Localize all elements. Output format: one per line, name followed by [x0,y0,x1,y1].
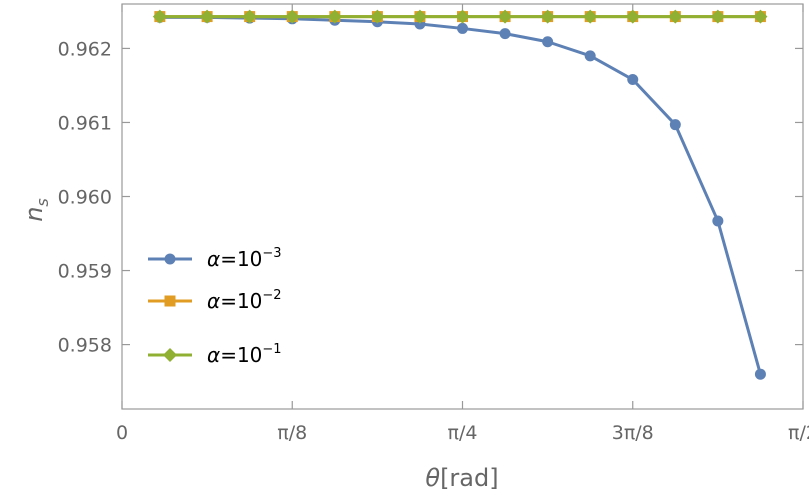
legend: α=10−3 α=10−2 α=10−1 [148,246,282,367]
data-point [627,74,639,86]
x-tick-label: π/8 [277,422,307,444]
data-point [583,9,598,24]
data-point [710,9,725,24]
data-point [327,9,342,24]
data-point [455,9,470,24]
data-point [370,9,385,24]
series-diamond [152,9,768,24]
data-point [457,22,468,34]
legend-item: α=10−1 [148,342,282,367]
data-point [498,9,513,24]
y-tick-label: 0.959 [58,261,112,283]
series-line [159,15,762,375]
data-point [200,9,215,24]
y-axis-label: ns [20,198,52,222]
data-point [754,368,766,380]
x-tick-label: 3π/8 [612,422,654,444]
data-point [668,9,683,24]
data-point [542,36,554,48]
legend-item: α=10−3 [148,246,282,271]
x-tick-label: π/4 [448,422,478,444]
legend-marker [164,253,176,265]
legend-item: α=10−2 [148,288,282,313]
series-circle [154,11,766,380]
y-tick-label: 0.958 [58,335,112,357]
data-point [712,215,724,227]
data-point [753,9,768,24]
data-point [584,50,596,62]
data-point [285,9,300,24]
legend-label: α=10−1 [207,342,282,367]
data-point [540,9,555,24]
y-tick-label: 0.960 [58,187,112,209]
data-point [152,9,167,24]
data-point [412,9,427,24]
y-tick-label: 0.961 [58,112,112,134]
axis-ticks: 0 π/8 π/4 3π/8 π/2 0.958 0.959 0.960 0.961 0.962 [58,4,809,444]
data-point [499,28,511,40]
series-layer [152,9,768,380]
data-point [669,119,681,131]
legend-marker [164,295,176,307]
data-point [625,9,640,24]
legend-marker [163,348,177,362]
x-tick-label: 0 [116,422,128,444]
legend-label: α=10−2 [207,288,282,313]
data-point [242,9,257,24]
y-tick-label: 0.962 [58,38,112,60]
x-axis-label: θ[rad] [425,464,498,492]
legend-label: α=10−3 [207,246,282,271]
x-tick-label: π/2 [788,422,809,444]
